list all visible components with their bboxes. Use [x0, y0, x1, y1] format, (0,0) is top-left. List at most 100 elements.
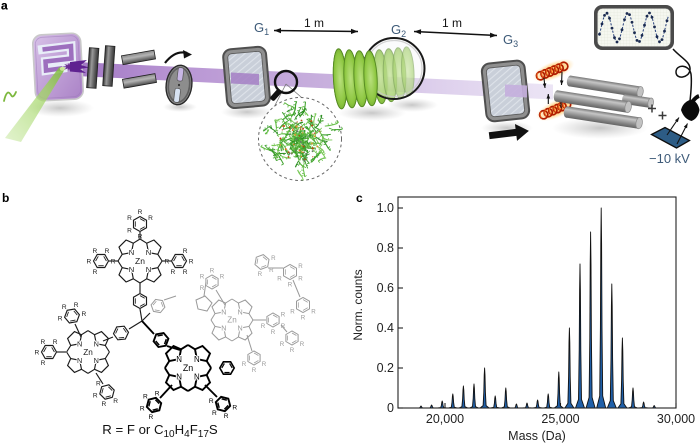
svg-text:R: R — [258, 271, 263, 278]
svg-text:N: N — [176, 373, 182, 382]
svg-text:R: R — [252, 367, 257, 374]
svg-text:N: N — [237, 324, 242, 333]
svg-text:R: R — [298, 263, 303, 270]
svg-text:1 m: 1 m — [304, 16, 324, 30]
svg-text:N: N — [129, 248, 134, 257]
svg-text:R: R — [41, 360, 46, 367]
svg-text:25,000: 25,000 — [541, 412, 579, 426]
svg-text:R: R — [269, 267, 274, 274]
svg-text:G1: G1 — [254, 20, 269, 37]
svg-text:R: R — [277, 275, 282, 282]
svg-text:N: N — [77, 356, 82, 365]
svg-text:R: R — [127, 215, 132, 222]
svg-text:R: R — [102, 401, 107, 408]
svg-text:Zn: Zn — [83, 348, 93, 357]
svg-text:R: R — [127, 227, 132, 234]
svg-text:R: R — [209, 398, 214, 405]
svg-text:R: R — [210, 268, 215, 275]
svg-text:1.0: 1.0 — [377, 201, 394, 215]
svg-text:R = F or C10H4F17S: R = F or C10H4F17S — [102, 422, 218, 440]
svg-text:N: N — [94, 339, 99, 348]
svg-text:R: R — [271, 255, 276, 262]
svg-text:R: R — [62, 304, 67, 311]
svg-text:R: R — [155, 391, 160, 398]
svg-text:N: N — [237, 307, 242, 316]
svg-text:20,000: 20,000 — [426, 412, 464, 426]
svg-text:0: 0 — [387, 401, 394, 415]
svg-text:R: R — [183, 269, 188, 276]
svg-text:30,000: 30,000 — [657, 412, 695, 426]
svg-text:R: R — [87, 258, 92, 265]
svg-text:R: R — [212, 410, 217, 417]
svg-text:R: R — [280, 341, 285, 348]
svg-text:N: N — [146, 248, 151, 257]
svg-text:R: R — [35, 349, 40, 356]
svg-text:R: R — [140, 405, 145, 412]
svg-text:R: R — [290, 308, 295, 315]
svg-text:0.2: 0.2 — [377, 361, 394, 375]
svg-text:N: N — [94, 356, 99, 365]
svg-text:R: R — [53, 339, 58, 346]
svg-text:R: R — [111, 258, 116, 265]
svg-text:R: R — [220, 274, 225, 281]
svg-text:Norm. counts: Norm. counts — [351, 269, 365, 340]
svg-text:Zn: Zn — [227, 316, 236, 325]
svg-text:N: N — [221, 307, 226, 316]
svg-text:R: R — [171, 269, 176, 276]
svg-text:G3: G3 — [503, 32, 518, 49]
svg-text:N: N — [77, 339, 82, 348]
svg-text:R: R — [148, 215, 153, 222]
svg-text:R: R — [189, 258, 194, 265]
svg-text:R: R — [58, 315, 63, 322]
svg-text:Mass (Da): Mass (Da) — [508, 429, 566, 443]
svg-text:0.8: 0.8 — [377, 241, 394, 255]
svg-text:N: N — [221, 324, 226, 333]
svg-text:R: R — [281, 323, 286, 330]
svg-text:Zn: Zn — [135, 256, 145, 266]
svg-text:R: R — [301, 314, 306, 321]
svg-text:R: R — [143, 394, 148, 401]
svg-text:R: R — [311, 308, 316, 315]
svg-text:G2: G2 — [391, 22, 406, 39]
svg-text:R: R — [105, 248, 110, 255]
svg-text:N: N — [194, 373, 200, 382]
svg-text:R: R — [232, 404, 237, 411]
svg-text:N: N — [194, 355, 200, 364]
svg-text:R: R — [271, 329, 276, 336]
svg-text:R: R — [138, 209, 143, 216]
svg-text:0.6: 0.6 — [377, 281, 394, 295]
svg-text:R: R — [93, 392, 98, 399]
svg-text:R: R — [262, 361, 267, 368]
svg-text:1 m: 1 m — [442, 16, 462, 30]
svg-text:R: R — [281, 312, 286, 319]
svg-text:a: a — [1, 0, 8, 13]
svg-text:R: R — [96, 381, 101, 388]
svg-text:R: R — [224, 413, 229, 420]
svg-text:R: R — [93, 269, 98, 276]
svg-text:R: R — [82, 311, 87, 318]
svg-text:N: N — [176, 355, 182, 364]
svg-text:R: R — [200, 285, 205, 292]
svg-text:b: b — [2, 191, 9, 205]
svg-text:R: R — [298, 275, 303, 282]
svg-text:a: a — [1, 0, 8, 13]
svg-text:N: N — [146, 265, 151, 274]
svg-text:R: R — [261, 323, 266, 330]
svg-text:R: R — [300, 341, 305, 348]
svg-text:R: R — [165, 258, 170, 265]
svg-text:N: N — [129, 265, 134, 274]
svg-text:R: R — [74, 302, 79, 309]
svg-text:−10 kV: −10 kV — [649, 151, 690, 166]
svg-text:R: R — [242, 361, 247, 368]
svg-text:0.4: 0.4 — [377, 321, 394, 335]
svg-text:R: R — [290, 347, 295, 354]
svg-text:R: R — [113, 398, 118, 405]
svg-text:R: R — [149, 414, 154, 421]
svg-text:R: R — [93, 248, 98, 255]
svg-text:c: c — [356, 191, 363, 205]
svg-text:R: R — [288, 281, 293, 288]
svg-text:R: R — [183, 248, 188, 255]
svg-text:Zn: Zn — [183, 363, 193, 373]
svg-text:R: R — [200, 274, 205, 281]
svg-text:R: R — [41, 339, 46, 346]
